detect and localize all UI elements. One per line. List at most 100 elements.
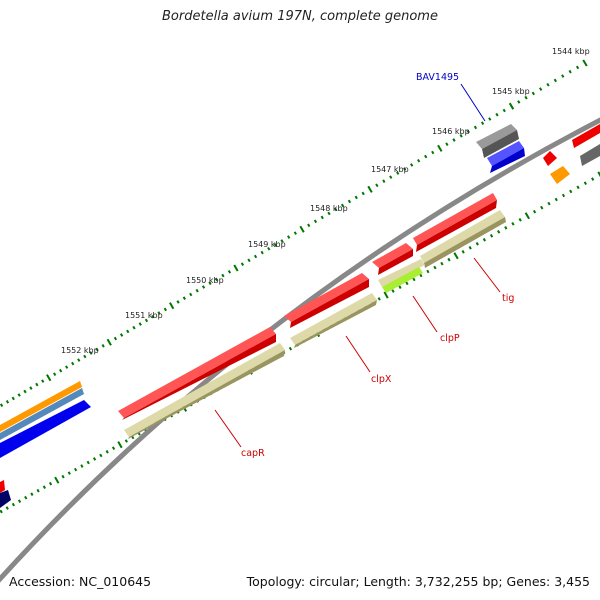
outer-scale-tick	[189, 292, 193, 297]
inner-scale-tick	[497, 230, 501, 234]
cog-clpP-lime[interactable]	[382, 267, 423, 293]
inner-scale-tick	[86, 460, 90, 465]
outer-scale-tick	[23, 389, 27, 394]
inner-scale-tick	[377, 297, 381, 301]
outer-scale-tick	[65, 365, 69, 369]
outer-scale-tick	[71, 361, 75, 366]
inner-scale-tick	[576, 185, 580, 190]
outer-scale-tick	[227, 270, 232, 274]
inner-scale-tick	[288, 346, 293, 351]
gene-gray-right-edge[interactable]	[580, 144, 600, 166]
outer-scale-tick	[437, 144, 443, 152]
inner-scale-tick	[524, 212, 530, 220]
outer-scale-tick	[361, 191, 365, 196]
gene-label-tig[interactable]: tig	[502, 293, 514, 304]
inner-scale-tick	[419, 273, 423, 278]
gene-label-clpP[interactable]: clpP	[440, 333, 460, 344]
gene-label-bav1495[interactable]: BAV1495	[416, 72, 459, 83]
bav1495-leader-line	[460, 83, 486, 122]
outer-scale-tick	[260, 250, 264, 255]
outer-scale-tick	[307, 223, 311, 228]
gene-tig-red[interactable]	[413, 193, 497, 252]
gene-orange-left[interactable]	[0, 381, 82, 432]
outer-scale-tick	[182, 296, 186, 300]
tig-leader-line	[473, 257, 501, 293]
outer-scale-tick	[5, 400, 10, 404]
inner-scale-tick	[80, 464, 84, 468]
scale-label-1544: 1544 kbp	[552, 47, 590, 56]
inner-scale-tick	[17, 499, 22, 503]
scale-label-1547: 1547 kbp	[371, 165, 409, 174]
scale-label-1549: 1549 kbp	[248, 240, 286, 249]
inner-scale-tick	[453, 252, 459, 260]
outer-scale-tick	[424, 154, 428, 159]
outer-scale-tick	[488, 117, 492, 121]
outer-scale-tick	[201, 285, 206, 289]
outer-scale-tick	[138, 322, 142, 326]
outer-scale-tick	[382, 179, 386, 183]
gene-label-clpX[interactable]: clpX	[371, 374, 392, 385]
gene-reverse-blue-1[interactable]	[487, 141, 525, 173]
gene-bav1495-gray[interactable]	[476, 124, 519, 158]
scale-label-1551: 1551 kbp	[125, 311, 163, 320]
outer-scale-tick	[41, 379, 45, 383]
outer-scale-tick	[367, 185, 373, 193]
outer-scale-tick	[240, 262, 245, 266]
outer-scale-tick	[267, 246, 271, 251]
gene-clpP-red[interactable]	[372, 243, 413, 275]
gene-steel-left[interactable]	[0, 388, 84, 440]
outer-scale-tick	[106, 338, 112, 346]
gene-forward-red-small-1[interactable]	[543, 151, 557, 166]
gene-clpX-red[interactable]	[284, 273, 369, 328]
outer-scale-tick	[195, 288, 199, 293]
outer-scale-tick	[144, 318, 149, 323]
inner-scale-tick	[511, 222, 515, 226]
outer-scale-tick	[347, 199, 352, 204]
inner-scale-tick	[518, 218, 522, 222]
inner-scale-tick	[440, 261, 444, 266]
outer-scale-tick	[403, 167, 407, 171]
outer-scale-tick	[417, 158, 421, 163]
inner-scale-tick	[0, 509, 3, 514]
inner-scale-tick	[67, 471, 71, 475]
inner-scale-tick	[42, 485, 46, 489]
outer-scale-tick	[466, 129, 470, 134]
gene-orange-small[interactable]	[550, 166, 570, 184]
gene-forward-red-small-2[interactable]	[572, 124, 600, 148]
inner-scale-tick	[11, 502, 15, 507]
outer-scale-tick	[214, 277, 219, 282]
gene-label-capR[interactable]: capR	[241, 448, 265, 459]
outer-scale-tick	[157, 311, 161, 315]
outer-scale-tick	[11, 396, 15, 401]
inner-scale-tick	[74, 467, 78, 472]
outer-scale-tick	[101, 344, 105, 348]
cog-clpP-olive[interactable]	[378, 259, 425, 287]
inner-scale-tick	[111, 446, 116, 450]
outer-scale-tick	[151, 314, 155, 319]
scale-label-1545: 1545 kbp	[492, 87, 530, 96]
inner-scale-tick	[597, 171, 600, 178]
outer-scale-tick	[113, 336, 118, 341]
outer-scale-tick	[517, 100, 521, 104]
gene-capR-red[interactable]	[118, 327, 276, 420]
inner-scale-tick	[504, 226, 508, 230]
cog-tig-olive[interactable]	[420, 210, 506, 268]
outer-scale-tick	[452, 138, 456, 142]
outer-scale-tick	[473, 125, 478, 130]
inner-scale-tick	[547, 201, 551, 206]
outer-scale-tick	[233, 264, 239, 272]
outer-scale-tick	[280, 239, 284, 243]
cog-capR-olive[interactable]	[124, 343, 285, 439]
inner-scale-tick	[569, 189, 573, 194]
cog-clpX-olive[interactable]	[290, 293, 377, 348]
gene-navy-left-edge[interactable]	[0, 490, 11, 508]
accession-text: Accession: NC_010645	[9, 574, 152, 589]
gene-red-left-edge[interactable]	[0, 480, 5, 493]
outer-scale-tick	[77, 358, 81, 362]
inner-scale-ticks	[0, 171, 600, 514]
inner-scale-tick	[426, 269, 430, 274]
inner-scale-tick	[5, 506, 9, 510]
gene-reverse-blue-left[interactable]	[0, 400, 91, 458]
outer-scale-tick	[169, 302, 175, 310]
outer-scale-tick	[553, 78, 557, 83]
